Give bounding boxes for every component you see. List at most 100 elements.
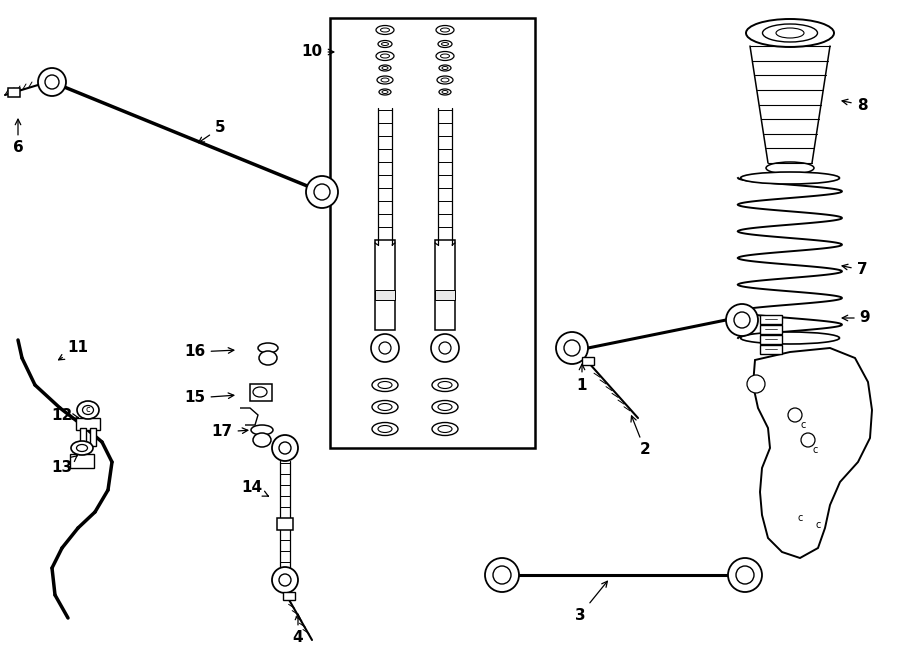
Circle shape (726, 304, 758, 336)
Ellipse shape (440, 54, 449, 58)
Ellipse shape (378, 381, 392, 389)
Bar (760, 345, 782, 354)
Text: 7: 7 (842, 262, 868, 278)
Ellipse shape (381, 78, 389, 82)
Ellipse shape (442, 67, 448, 69)
Circle shape (801, 433, 815, 447)
Circle shape (314, 184, 330, 200)
Bar (80, 428, 86, 446)
Text: 13: 13 (51, 455, 77, 475)
Text: c: c (813, 445, 818, 455)
Ellipse shape (77, 401, 99, 419)
Text: c: c (815, 520, 821, 530)
Ellipse shape (258, 343, 278, 353)
Ellipse shape (378, 403, 392, 410)
Text: c: c (86, 405, 90, 414)
Ellipse shape (253, 433, 271, 447)
Bar (70, 454, 94, 468)
Text: 8: 8 (842, 98, 868, 112)
Ellipse shape (376, 26, 394, 34)
Ellipse shape (71, 441, 93, 455)
Ellipse shape (381, 28, 390, 32)
Text: 12: 12 (51, 407, 78, 422)
Ellipse shape (379, 65, 391, 71)
Bar (760, 335, 782, 344)
Bar (375, 290, 395, 299)
Circle shape (788, 408, 802, 422)
Ellipse shape (438, 426, 452, 432)
Ellipse shape (439, 65, 451, 71)
Circle shape (45, 75, 59, 89)
Ellipse shape (76, 444, 87, 451)
Circle shape (38, 68, 66, 96)
Ellipse shape (762, 24, 817, 42)
Ellipse shape (432, 379, 458, 391)
Text: 4: 4 (292, 614, 303, 646)
Text: 2: 2 (631, 416, 651, 457)
Bar (277, 518, 293, 530)
Text: 1: 1 (577, 364, 587, 393)
Ellipse shape (377, 76, 393, 84)
Bar (283, 592, 295, 600)
Bar (582, 357, 594, 365)
Circle shape (493, 566, 511, 584)
Circle shape (272, 567, 298, 593)
Ellipse shape (259, 351, 277, 365)
Circle shape (734, 312, 750, 328)
Ellipse shape (441, 78, 449, 82)
Ellipse shape (438, 40, 452, 48)
Ellipse shape (440, 28, 449, 32)
Ellipse shape (437, 76, 453, 84)
Ellipse shape (776, 28, 804, 38)
Text: c: c (797, 513, 803, 523)
Text: 16: 16 (184, 344, 234, 360)
Circle shape (439, 342, 451, 354)
Ellipse shape (372, 379, 398, 391)
Bar (435, 290, 455, 299)
Circle shape (279, 442, 291, 454)
Ellipse shape (253, 387, 267, 397)
Bar (330, 18, 535, 448)
Ellipse shape (382, 42, 389, 46)
Text: 17: 17 (212, 424, 248, 440)
Ellipse shape (438, 381, 452, 389)
Circle shape (379, 342, 391, 354)
Ellipse shape (442, 91, 448, 93)
Ellipse shape (741, 172, 840, 184)
Ellipse shape (436, 52, 454, 61)
Text: 10: 10 (302, 44, 334, 59)
Circle shape (272, 435, 298, 461)
Ellipse shape (439, 89, 451, 95)
Polygon shape (753, 348, 872, 558)
Ellipse shape (376, 52, 394, 61)
Bar (435, 240, 455, 330)
Ellipse shape (382, 91, 388, 93)
Circle shape (556, 332, 588, 364)
Circle shape (371, 334, 399, 362)
Circle shape (736, 566, 754, 584)
Ellipse shape (436, 26, 454, 34)
Ellipse shape (438, 403, 452, 410)
Ellipse shape (372, 422, 398, 436)
Ellipse shape (379, 89, 391, 95)
Text: 15: 15 (184, 391, 234, 405)
Bar (760, 325, 782, 334)
Ellipse shape (83, 405, 94, 414)
Ellipse shape (382, 67, 388, 69)
Bar (90, 428, 96, 446)
Circle shape (431, 334, 459, 362)
Bar (760, 315, 782, 324)
Circle shape (564, 340, 580, 356)
Text: 14: 14 (241, 481, 268, 496)
Circle shape (728, 558, 762, 592)
Text: c: c (800, 420, 806, 430)
Bar (250, 384, 272, 401)
Ellipse shape (378, 426, 392, 432)
Circle shape (306, 176, 338, 208)
Bar (76, 418, 100, 430)
Ellipse shape (432, 401, 458, 414)
Text: 5: 5 (198, 120, 225, 143)
Ellipse shape (741, 332, 840, 344)
Text: 6: 6 (13, 119, 23, 155)
Text: 11: 11 (58, 340, 88, 360)
